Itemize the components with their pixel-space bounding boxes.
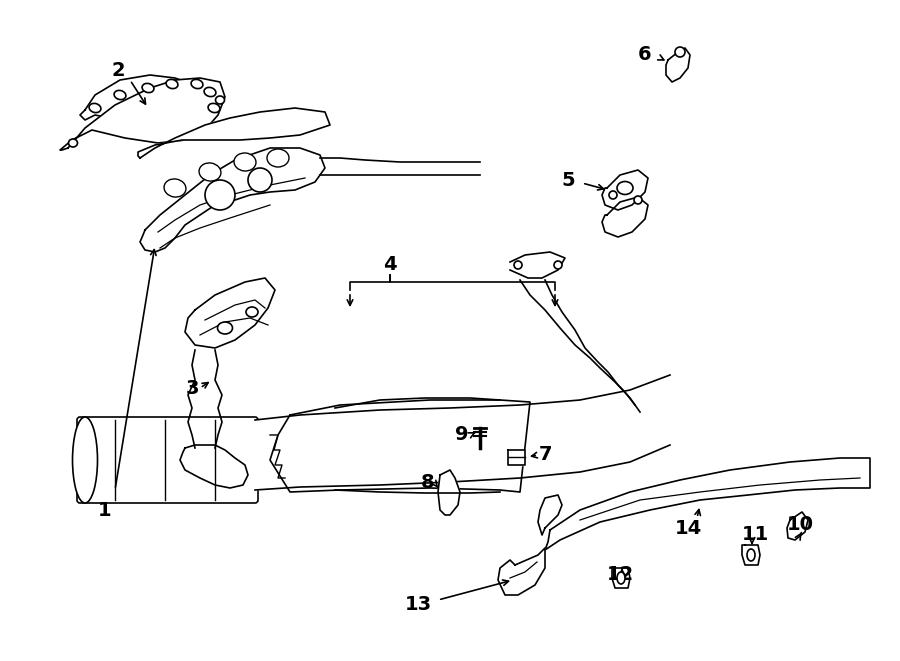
Ellipse shape [191, 79, 202, 89]
Ellipse shape [68, 139, 77, 147]
Text: 8: 8 [421, 473, 435, 492]
Text: 11: 11 [742, 525, 769, 545]
Text: 10: 10 [787, 516, 814, 535]
Polygon shape [185, 278, 275, 348]
Ellipse shape [747, 549, 755, 561]
Ellipse shape [166, 79, 178, 89]
Circle shape [609, 191, 617, 199]
Ellipse shape [218, 322, 232, 334]
Ellipse shape [208, 103, 220, 112]
Text: 2: 2 [112, 61, 125, 79]
Text: 5: 5 [562, 171, 575, 190]
Circle shape [205, 180, 235, 210]
Text: 6: 6 [638, 46, 652, 65]
Polygon shape [545, 458, 870, 550]
Polygon shape [180, 445, 248, 488]
Ellipse shape [617, 572, 625, 584]
Polygon shape [666, 48, 690, 82]
Text: 4: 4 [383, 256, 397, 274]
Ellipse shape [89, 103, 101, 112]
Polygon shape [320, 158, 480, 175]
Polygon shape [538, 495, 562, 535]
Polygon shape [255, 375, 670, 490]
Text: 7: 7 [538, 446, 552, 465]
Ellipse shape [199, 163, 220, 181]
Text: 3: 3 [185, 379, 199, 397]
Ellipse shape [267, 149, 289, 167]
Polygon shape [438, 470, 460, 515]
Circle shape [248, 168, 272, 192]
Polygon shape [612, 568, 630, 588]
Ellipse shape [617, 182, 633, 194]
Polygon shape [510, 252, 565, 278]
Polygon shape [60, 78, 225, 150]
Polygon shape [270, 400, 530, 492]
Text: 1: 1 [98, 500, 112, 520]
Ellipse shape [215, 96, 224, 104]
Polygon shape [508, 450, 525, 465]
Polygon shape [140, 148, 325, 252]
Ellipse shape [204, 87, 216, 97]
Polygon shape [602, 170, 648, 210]
Text: 14: 14 [674, 518, 702, 537]
Ellipse shape [246, 307, 258, 317]
Polygon shape [742, 545, 760, 565]
Ellipse shape [142, 83, 154, 93]
Text: 13: 13 [404, 596, 432, 615]
FancyBboxPatch shape [77, 417, 258, 503]
Polygon shape [602, 197, 648, 237]
Ellipse shape [73, 417, 97, 503]
Circle shape [675, 47, 685, 57]
Circle shape [634, 196, 642, 204]
Ellipse shape [164, 179, 186, 197]
Text: 9: 9 [455, 426, 469, 444]
Circle shape [514, 261, 522, 269]
Polygon shape [787, 512, 808, 540]
Polygon shape [138, 108, 330, 158]
Polygon shape [498, 548, 545, 595]
Text: 12: 12 [607, 566, 634, 584]
Circle shape [554, 261, 562, 269]
Polygon shape [520, 280, 640, 412]
Ellipse shape [114, 91, 126, 100]
Ellipse shape [234, 153, 256, 171]
